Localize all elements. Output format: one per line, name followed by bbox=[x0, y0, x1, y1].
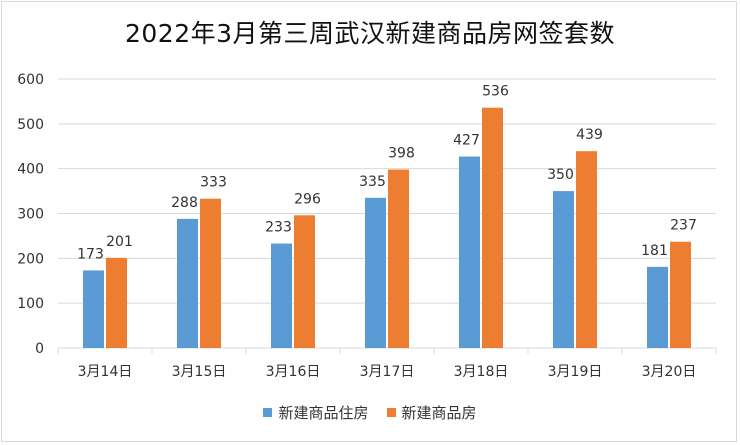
data-label-series-1: 350 bbox=[547, 167, 574, 183]
data-label-series-1: 427 bbox=[453, 133, 480, 149]
data-label-series-1: 181 bbox=[641, 243, 668, 259]
data-label-series-2: 201 bbox=[106, 234, 133, 250]
legend-label-series-1: 新建商品住房 bbox=[278, 404, 369, 422]
x-tick-label: 3月15日 bbox=[172, 364, 227, 380]
x-tick-label: 3月16日 bbox=[266, 364, 321, 380]
data-label-series-2: 296 bbox=[294, 191, 321, 207]
legend-swatch-series-2 bbox=[386, 408, 396, 417]
data-label-series-2: 333 bbox=[200, 175, 227, 191]
bar-series-2 bbox=[294, 215, 315, 348]
legend-item-series-2: 新建商品房 bbox=[386, 402, 477, 423]
chart-title: 2022年3月第三周武汉新建商品房网签套数 bbox=[124, 19, 616, 48]
bar-series-2 bbox=[482, 107, 503, 349]
y-tick-label: 100 bbox=[17, 296, 44, 312]
y-tick-label: 400 bbox=[17, 162, 44, 178]
data-label-series-1: 173 bbox=[77, 246, 104, 262]
legend-item-series-1: 新建商品住房 bbox=[263, 402, 369, 423]
bar-series-1 bbox=[83, 270, 104, 348]
bar-series-1 bbox=[553, 191, 574, 348]
bar-series-2 bbox=[670, 241, 691, 348]
data-label-series-1: 233 bbox=[265, 220, 292, 236]
x-tick-label: 3月20日 bbox=[642, 364, 697, 380]
bar-series-2 bbox=[388, 169, 409, 348]
bar-series-2 bbox=[576, 151, 597, 348]
y-tick-label: 500 bbox=[17, 117, 44, 133]
y-tick-label: 300 bbox=[17, 207, 44, 223]
data-label-series-2: 398 bbox=[388, 146, 415, 162]
bar-series-1 bbox=[459, 156, 480, 348]
bar-series-1 bbox=[177, 218, 198, 348]
bar-series-2 bbox=[106, 257, 127, 348]
bar-series-1 bbox=[271, 243, 292, 348]
y-tick-label: 0 bbox=[35, 341, 44, 357]
data-label-series-2: 237 bbox=[670, 218, 697, 234]
bar-series-2 bbox=[200, 198, 221, 348]
bar-series-1 bbox=[365, 197, 386, 348]
bar-series-1 bbox=[647, 266, 668, 348]
chart-legend: 新建商品住房 新建商品房 bbox=[0, 402, 740, 423]
x-tick-label: 3月17日 bbox=[360, 364, 415, 380]
y-tick-label: 200 bbox=[17, 251, 44, 267]
x-tick-label: 3月19日 bbox=[548, 364, 603, 380]
x-tick-label: 3月14日 bbox=[78, 364, 133, 380]
data-label-series-1: 335 bbox=[359, 174, 386, 190]
data-label-series-2: 536 bbox=[482, 84, 509, 100]
data-label-series-1: 288 bbox=[171, 195, 198, 211]
y-tick-label: 600 bbox=[17, 72, 44, 88]
data-label-series-2: 439 bbox=[576, 127, 603, 143]
legend-swatch-series-1 bbox=[263, 408, 273, 417]
legend-label-series-2: 新建商品房 bbox=[401, 404, 477, 422]
x-tick-label: 3月18日 bbox=[454, 364, 509, 380]
